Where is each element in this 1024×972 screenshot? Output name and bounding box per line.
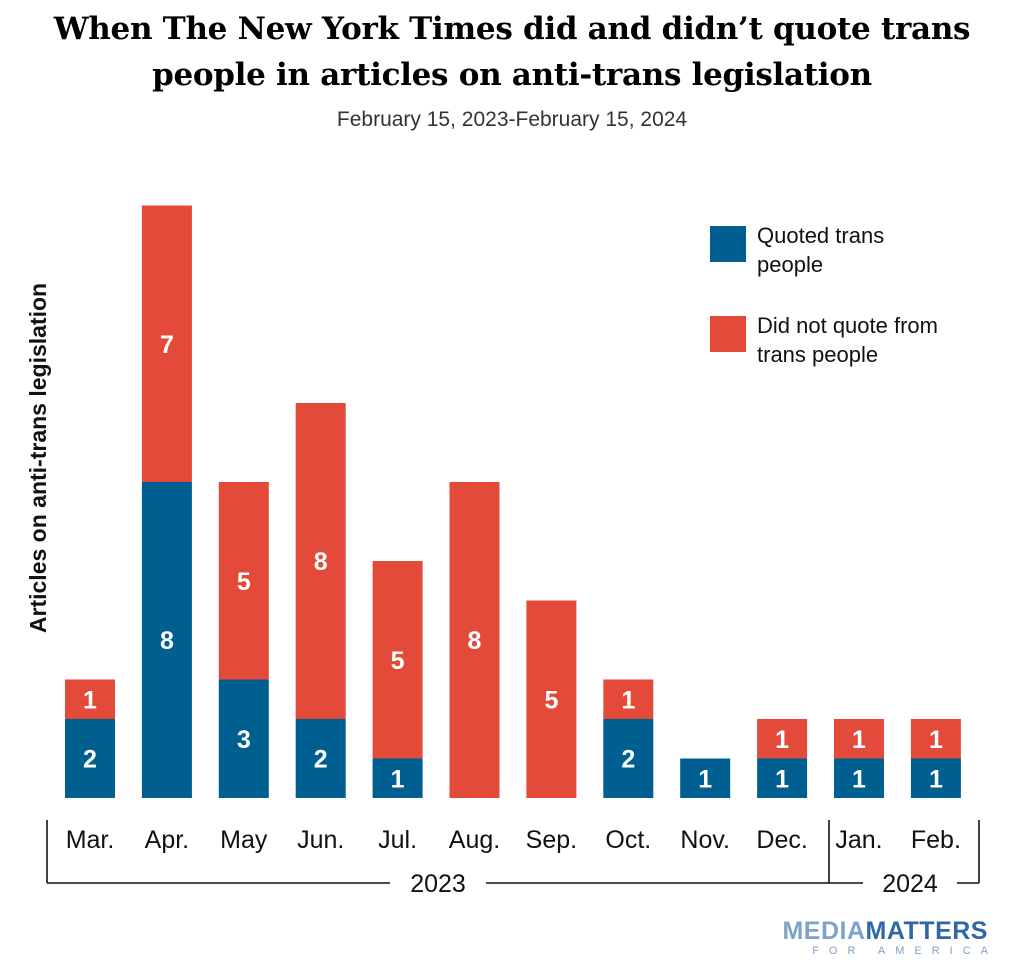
x-tick-label-oct: Oct. — [605, 826, 651, 854]
data-label-jul-series-1: 1 — [391, 765, 405, 793]
data-label-oct-series-2: 1 — [621, 686, 635, 714]
brand-logo: MEDIAMATTERS FOR AMERICA — [782, 918, 988, 958]
bar-apr-series-2 — [141, 205, 192, 482]
brand-media-text: MEDIA — [782, 917, 866, 945]
bar-mar-series-1 — [65, 719, 115, 798]
data-label-jan-series-1: 1 — [852, 765, 866, 793]
data-label-mar-series-1: 2 — [83, 746, 97, 774]
data-label-may-series-1: 3 — [237, 726, 251, 754]
legend-label-2-line-2: trans people — [757, 342, 878, 367]
x-tick-label-may: May — [220, 826, 268, 854]
bar-jul-series-2 — [372, 561, 423, 759]
bar-may-series-2 — [218, 482, 269, 680]
bar-jun-series-1 — [295, 719, 346, 798]
data-label-feb-series-2: 1 — [929, 726, 943, 754]
data-label-may-series-2: 5 — [237, 568, 251, 596]
bar-nov-series-1 — [680, 758, 731, 798]
chart-title-line-1: When The New York Times did and didn’t q… — [53, 11, 971, 47]
x-tick-label-feb: Feb. — [911, 826, 961, 854]
data-label-sep-series-2: 5 — [544, 686, 558, 714]
data-label-jul-series-2: 5 — [391, 647, 405, 675]
bar-may-series-1 — [218, 679, 269, 798]
bar-oct-series-2 — [603, 679, 654, 719]
data-label-jun-series-1: 2 — [314, 746, 328, 774]
chart-title-line-2: people in articles on anti-trans legisla… — [152, 57, 872, 93]
data-label-nov-series-1: 1 — [698, 765, 712, 793]
bar-feb-series-2 — [910, 719, 961, 759]
bar-sep-series-2 — [526, 600, 577, 798]
year-label-2023: 2023 — [410, 870, 466, 898]
legend-label-2-line-1: Did not quote from — [757, 313, 938, 338]
year-label-2024: 2024 — [882, 870, 938, 898]
chart-subtitle: February 15, 2023-February 15, 2024 — [336, 108, 688, 131]
bar-apr-series-1 — [141, 482, 192, 798]
data-label-jun-series-2: 8 — [314, 548, 328, 576]
data-label-dec-series-2: 1 — [775, 726, 789, 754]
legend-label-1-line-1: Quoted trans — [757, 223, 884, 248]
x-tick-label-aug: Aug. — [449, 826, 500, 854]
bar-mar-series-2 — [65, 679, 115, 719]
data-label-dec-series-1: 1 — [775, 765, 789, 793]
x-tick-label-jun: Jun. — [297, 826, 344, 854]
data-label-feb-series-1: 1 — [929, 765, 943, 793]
x-tick-label-mar: Mar. — [66, 826, 115, 854]
x-tick-label-jul: Jul. — [378, 826, 417, 854]
legend-swatch-1 — [710, 226, 746, 262]
bar-feb-series-1 — [910, 758, 961, 798]
data-label-oct-series-1: 2 — [621, 746, 635, 774]
bar-dec-series-2 — [757, 719, 808, 759]
brand-wordmark: MEDIAMATTERS — [782, 918, 988, 944]
x-tick-label-apr: Apr. — [145, 826, 189, 854]
chart-title: When The New York Times did and didn’t q… — [0, 6, 1024, 98]
bar-jul-series-1 — [372, 758, 423, 798]
x-tick-label-nov: Nov. — [680, 826, 730, 854]
data-label-apr-series-2: 7 — [160, 331, 174, 359]
bar-jan-series-2 — [834, 719, 884, 759]
bar-oct-series-1 — [603, 719, 654, 798]
data-label-mar-series-2: 1 — [83, 686, 97, 714]
brand-matters-text: MATTERS — [865, 917, 988, 945]
x-tick-label-jan: Jan. — [835, 826, 882, 854]
legend-label-1-line-2: people — [757, 252, 823, 277]
bar-jan-series-1 — [834, 758, 884, 798]
legend-label-1: Quoted trans people — [757, 223, 884, 277]
x-tick-label-sep: Sep. — [526, 826, 577, 854]
data-label-jan-series-2: 1 — [852, 726, 866, 754]
x-tick-label-dec: Dec. — [756, 826, 807, 854]
bar-jun-series-2 — [295, 403, 346, 719]
bar-dec-series-1 — [757, 758, 808, 798]
legend-label-2: Did not quote from trans people — [757, 313, 938, 367]
legend-swatch-2 — [710, 316, 746, 352]
brand-tagline: FOR AMERICA — [812, 945, 998, 957]
y-axis-label: Articles on anti-trans legislation — [25, 283, 51, 633]
data-label-aug-series-2: 8 — [468, 627, 482, 655]
data-label-apr-series-1: 8 — [160, 627, 174, 655]
bar-aug-series-2 — [449, 482, 500, 798]
